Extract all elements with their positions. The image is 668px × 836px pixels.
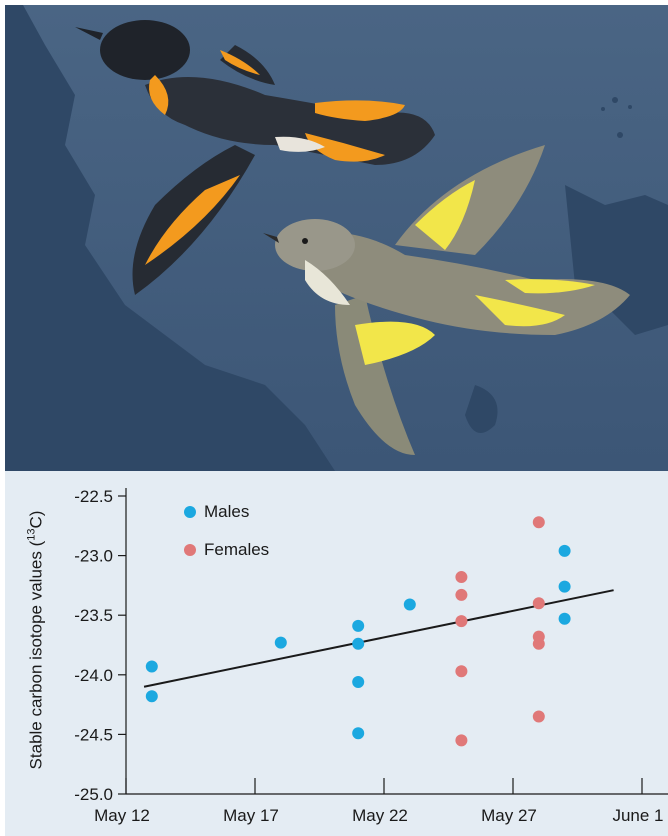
chart-panel: -22.5 -23.0 -23.5 -24.0 -24.5 -25.0 May 12 May… xyxy=(5,471,668,836)
male-data-point xyxy=(145,690,158,703)
y-tick-label: -24.0 xyxy=(74,666,113,685)
y-axis-label-suffix: C) xyxy=(26,510,46,529)
island xyxy=(465,385,498,433)
legend-marker-males xyxy=(184,506,196,518)
redstart-illustration xyxy=(5,5,668,471)
male-data-point xyxy=(145,660,158,673)
female-data-point xyxy=(532,516,545,529)
axes xyxy=(125,488,668,795)
male-data-point xyxy=(352,619,365,632)
female-data-point xyxy=(455,615,468,628)
legend-label-males: Males xyxy=(204,502,250,521)
female-data-point xyxy=(455,665,468,678)
female-redstart xyxy=(263,145,630,455)
male-data-point xyxy=(352,675,365,688)
female-data-point xyxy=(532,710,545,723)
x-tick-label: May 27 xyxy=(481,806,537,825)
land-mass xyxy=(5,5,335,471)
male-data-point xyxy=(274,636,287,649)
x-axis-ticks: May 12 May 17 May 22 May 27 June 1 xyxy=(94,778,664,825)
male-data-point xyxy=(403,598,416,611)
x-tick-label: May 22 xyxy=(352,806,408,825)
legend-label-females: Females xyxy=(204,540,270,559)
male-data-point xyxy=(558,580,571,593)
male-redstart xyxy=(75,20,435,295)
male-data-point xyxy=(558,612,571,625)
male-data-point xyxy=(558,544,571,557)
data-points xyxy=(145,516,571,747)
x-tick-label: June 1 xyxy=(612,806,663,825)
male-data-point xyxy=(352,637,365,650)
y-tick-label: -24.5 xyxy=(74,725,113,744)
y-axis-ticks: -22.5 -23.0 -23.5 -24.0 -24.5 -25.0 xyxy=(74,487,126,804)
female-data-point xyxy=(532,597,545,610)
female-data-point xyxy=(455,571,468,584)
y-tick-label: -22.5 xyxy=(74,487,113,506)
x-tick-label: May 12 xyxy=(94,806,150,825)
male-data-point xyxy=(352,727,365,740)
y-tick-label: -23.0 xyxy=(74,547,113,566)
y-tick-label: -23.5 xyxy=(74,606,113,625)
x-tick-label: May 17 xyxy=(223,806,279,825)
y-tick-label: -25.0 xyxy=(74,785,113,804)
y-axis-label-text: Stable carbon isotope values ( xyxy=(26,540,46,770)
scatter-plot: -22.5-23.0-23.5-24.0-24.5-25.0 May 12 May… xyxy=(74,487,668,825)
land-mass-east xyxy=(565,185,668,335)
female-data-point xyxy=(455,588,468,601)
y-axis-label-superscript: 13 xyxy=(25,528,38,541)
legend-item-males: Males xyxy=(184,502,249,522)
legend-item-females: Females xyxy=(184,540,269,560)
y-axis-label: Stable carbon isotope values (13C) xyxy=(26,511,47,770)
female-data-point xyxy=(455,734,468,747)
female-data-point xyxy=(532,637,545,650)
legend-marker-females xyxy=(184,544,196,556)
